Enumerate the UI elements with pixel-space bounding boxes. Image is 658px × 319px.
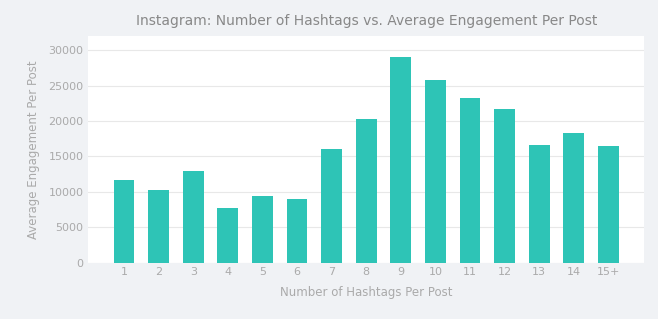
Bar <box>390 57 411 263</box>
Bar <box>217 208 238 263</box>
Bar <box>425 80 446 263</box>
Title: Instagram: Number of Hashtags vs. Average Engagement Per Post: Instagram: Number of Hashtags vs. Averag… <box>136 14 597 28</box>
Bar <box>148 189 169 263</box>
Y-axis label: Average Engagement Per Post: Average Engagement Per Post <box>27 60 40 239</box>
Bar <box>252 196 273 263</box>
Bar <box>494 109 515 263</box>
Bar <box>598 146 619 263</box>
Bar <box>321 149 342 263</box>
Bar <box>460 98 480 263</box>
Bar <box>287 199 307 263</box>
Bar <box>183 171 203 263</box>
Bar <box>356 119 376 263</box>
Bar <box>114 180 134 263</box>
X-axis label: Number of Hashtags Per Post: Number of Hashtags Per Post <box>280 286 453 299</box>
Bar <box>563 133 584 263</box>
Bar <box>529 145 549 263</box>
